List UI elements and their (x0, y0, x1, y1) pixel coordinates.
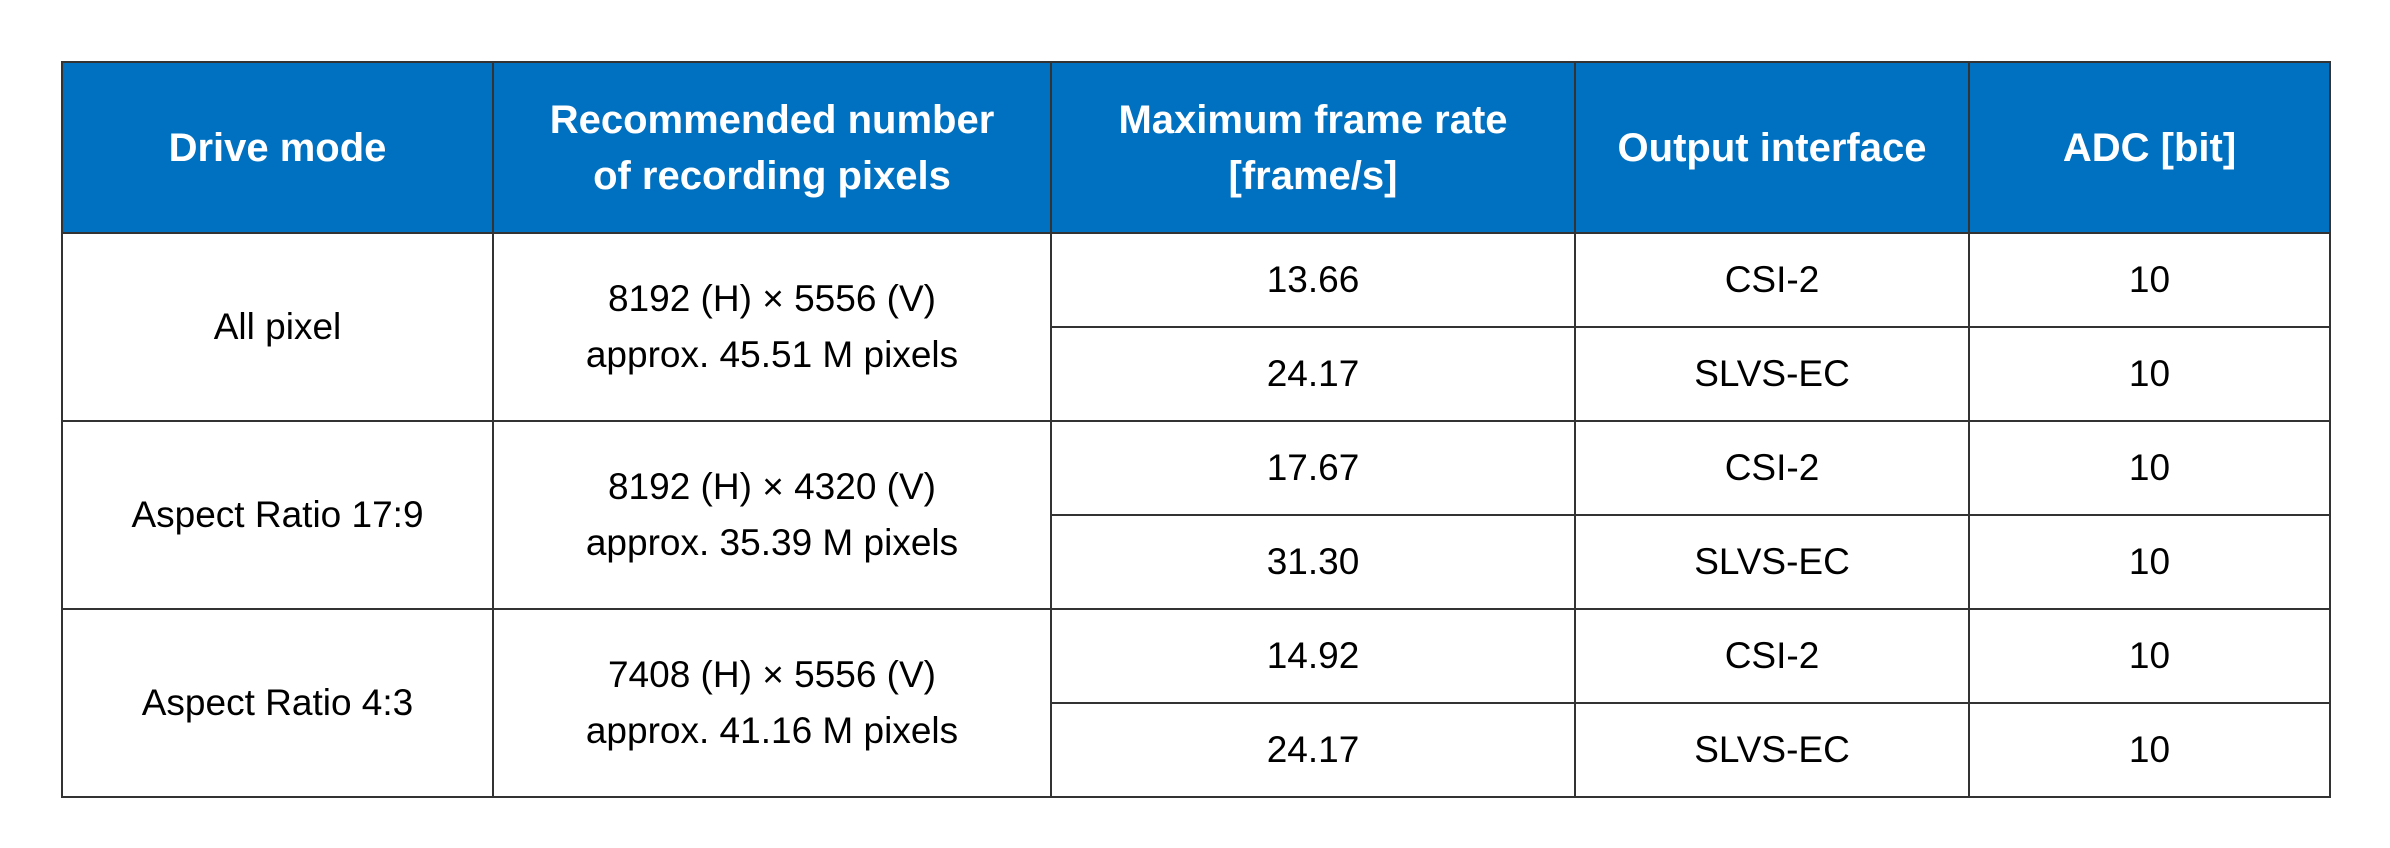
table-row: Aspect Ratio 4:3 7408 (H) × 5556 (V) appro… (61, 608, 2331, 798)
cell-line: approx. 45.51 M pixels (585, 334, 959, 375)
adc-cell: 10 (1968, 420, 2331, 516)
table-row: Aspect Ratio 17:9 8192 (H) × 4320 (V) appr… (61, 420, 2331, 610)
drive-mode-cell: All pixel (61, 232, 494, 422)
cell-line: 8192 (H) × 5556 (V) (607, 278, 937, 319)
cell-line: approx. 41.16 M pixels (585, 710, 959, 751)
frame-rate-cell: 17.67 (1050, 420, 1576, 516)
interface-cell: CSI-2 (1574, 420, 1970, 516)
frame-rate-cell: 24.17 (1050, 326, 1576, 422)
cell-line: ADC [bit] (2062, 125, 2237, 170)
cell-line: approx. 35.39 M pixels (585, 522, 959, 563)
interface-cell: SLVS-EC (1574, 514, 1970, 610)
frame-rate-cell: 24.17 (1050, 702, 1576, 798)
interface-cell: SLVS-EC (1574, 326, 1970, 422)
cell-line: Recommended number (549, 97, 995, 142)
table-row: 24.17 SLVS-EC 10 (62, 702, 2331, 798)
frame-rate-cell: 13.66 (1050, 232, 1576, 328)
header-cell: Drive mode (61, 61, 494, 234)
interface-cell: CSI-2 (1574, 232, 1970, 328)
adc-cell: 10 (1968, 232, 2331, 328)
adc-cell: 10 (1968, 702, 2331, 798)
table-row: All pixel 8192 (H) × 5556 (V) approx. 45.5… (61, 232, 2331, 422)
table-body: All pixel 8192 (H) × 5556 (V) approx. 45.5… (61, 232, 2331, 798)
adc-cell: 10 (1968, 608, 2331, 704)
header-cell: Maximum frame rate [frame/s] (1050, 61, 1576, 234)
pixels-cell: 7408 (H) × 5556 (V) approx. 41.16 M pixel… (492, 608, 1052, 798)
cell-line: Drive mode (168, 125, 387, 170)
pixels-cell: 8192 (H) × 4320 (V) approx. 35.39 M pixel… (492, 420, 1052, 610)
header-row: Drive mode Recommended number of recording… (61, 61, 2331, 234)
interface-cell: SLVS-EC (1574, 702, 1970, 798)
frame-rate-cell: 14.92 (1050, 608, 1576, 704)
header-cell: Recommended number of recording pixels (492, 61, 1052, 234)
cell-line: [frame/s] (1228, 153, 1398, 198)
cell-line: Output interface (1617, 125, 1927, 170)
table-row: 24.17 SLVS-EC 10 (62, 326, 2331, 422)
cell-line: of recording pixels (593, 153, 951, 198)
drive-mode-cell: Aspect Ratio 17:9 (61, 420, 494, 610)
header-cell: ADC [bit] (1968, 61, 2331, 234)
header-cell: Output interface (1574, 61, 1970, 234)
interface-cell: CSI-2 (1574, 608, 1970, 704)
spec-table: Drive mode Recommended number of recording… (61, 61, 2331, 798)
cell-line: Maximum frame rate (1118, 97, 1508, 142)
drive-mode-cell: Aspect Ratio 4:3 (61, 608, 494, 798)
cell-line: 8192 (H) × 4320 (V) (607, 466, 937, 507)
table-row: 31.30 SLVS-EC 10 (62, 514, 2331, 610)
frame-rate-cell: 31.30 (1050, 514, 1576, 610)
adc-cell: 10 (1968, 326, 2331, 422)
pixels-cell: 8192 (H) × 5556 (V) approx. 45.51 M pixel… (492, 232, 1052, 422)
adc-cell: 10 (1968, 514, 2331, 610)
cell-line: 7408 (H) × 5556 (V) (607, 654, 937, 695)
